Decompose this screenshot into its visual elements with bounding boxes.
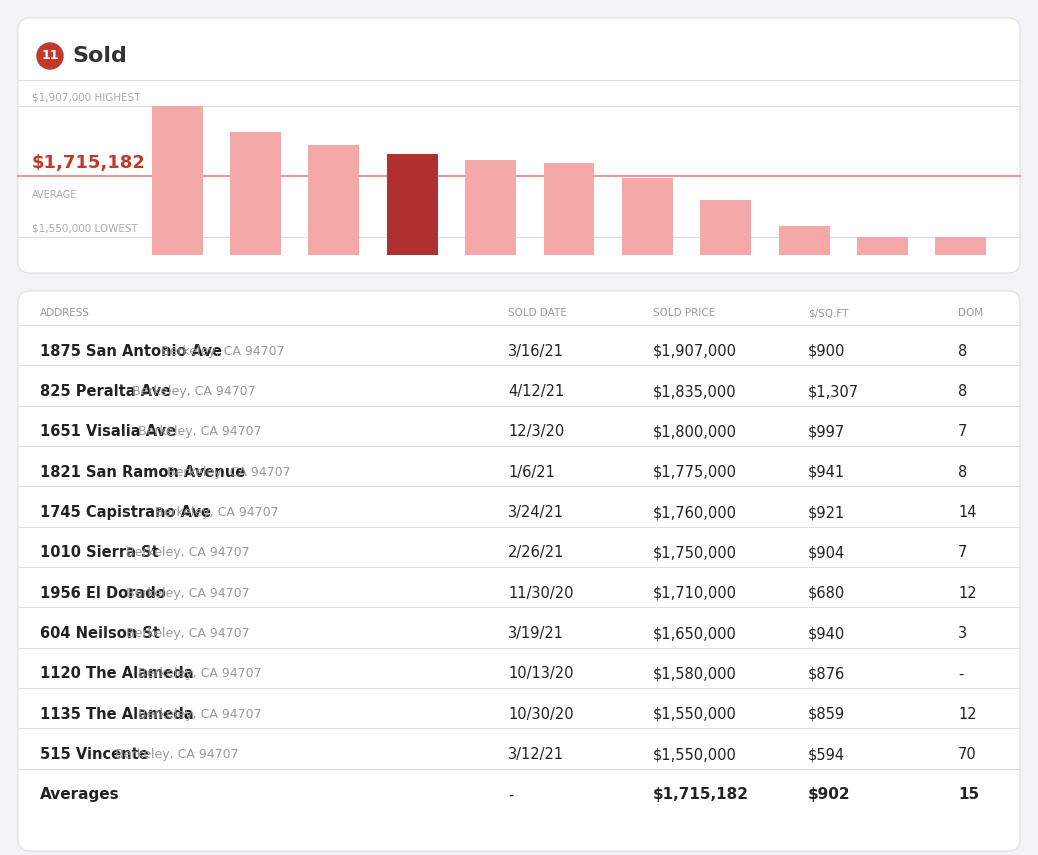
- Text: 1/6/21: 1/6/21: [508, 465, 555, 480]
- FancyBboxPatch shape: [18, 291, 1020, 851]
- Bar: [308, 145, 359, 255]
- Text: $921: $921: [808, 505, 845, 520]
- Text: $1,650,000: $1,650,000: [653, 626, 737, 641]
- Text: $1,580,000: $1,580,000: [653, 666, 737, 681]
- Text: 8: 8: [958, 384, 967, 399]
- Text: 3/24/21: 3/24/21: [508, 505, 564, 520]
- Text: Averages: Averages: [40, 787, 119, 802]
- Text: Berkeley, CA 94707: Berkeley, CA 94707: [161, 345, 284, 357]
- Text: 3/12/21: 3/12/21: [508, 747, 564, 762]
- Text: $902: $902: [808, 787, 850, 802]
- Text: -: -: [958, 666, 963, 681]
- Text: $1,907,000: $1,907,000: [653, 344, 737, 359]
- Bar: [465, 160, 516, 255]
- Text: $1,715,182: $1,715,182: [32, 154, 146, 172]
- Text: 1875 San Antonio Ave: 1875 San Antonio Ave: [40, 344, 227, 359]
- Text: $1,710,000: $1,710,000: [653, 586, 737, 601]
- Text: 1120 The Alameda: 1120 The Alameda: [40, 666, 198, 681]
- Text: 11/30/20: 11/30/20: [508, 586, 574, 601]
- Text: $1,907,000 HIGHEST: $1,907,000 HIGHEST: [32, 92, 140, 103]
- Text: Berkeley, CA 94707: Berkeley, CA 94707: [156, 506, 279, 519]
- Text: 1821 San Ramon Avenue: 1821 San Ramon Avenue: [40, 465, 250, 480]
- Text: $997: $997: [808, 424, 845, 439]
- Text: 8: 8: [958, 465, 967, 480]
- Text: $1,750,000: $1,750,000: [653, 545, 737, 560]
- Text: $904: $904: [808, 545, 845, 560]
- Text: 4/12/21: 4/12/21: [508, 384, 565, 399]
- Text: $1,307: $1,307: [808, 384, 859, 399]
- Text: 14: 14: [958, 505, 977, 520]
- Text: 3: 3: [958, 626, 967, 641]
- Text: SOLD DATE: SOLD DATE: [508, 308, 567, 318]
- Text: Berkeley, CA 94707: Berkeley, CA 94707: [127, 627, 250, 640]
- Bar: [152, 106, 202, 255]
- Text: 515 Vincente: 515 Vincente: [40, 747, 154, 762]
- Text: ADDRESS: ADDRESS: [40, 308, 90, 318]
- Text: Berkeley, CA 94707: Berkeley, CA 94707: [132, 385, 255, 398]
- Text: 1956 El Dorado: 1956 El Dorado: [40, 586, 171, 601]
- Text: 1135 The Alameda: 1135 The Alameda: [40, 707, 198, 722]
- Text: 3/16/21: 3/16/21: [508, 344, 564, 359]
- Text: $941: $941: [808, 465, 845, 480]
- Bar: [544, 163, 595, 255]
- Bar: [778, 226, 829, 255]
- Text: Sold: Sold: [72, 46, 127, 66]
- Text: 70: 70: [958, 747, 977, 762]
- Text: AVERAGE: AVERAGE: [32, 190, 78, 200]
- Bar: [935, 237, 986, 255]
- Text: $1,775,000: $1,775,000: [653, 465, 737, 480]
- Text: $1,760,000: $1,760,000: [653, 505, 737, 520]
- Text: 10/30/20: 10/30/20: [508, 707, 574, 722]
- Text: 1745 Capistrano Ave: 1745 Capistrano Ave: [40, 505, 216, 520]
- Text: $1,800,000: $1,800,000: [653, 424, 737, 439]
- Text: $1,550,000: $1,550,000: [653, 747, 737, 762]
- Text: $900: $900: [808, 344, 845, 359]
- Text: 604 Neilson St: 604 Neilson St: [40, 626, 165, 641]
- Text: $1,835,000: $1,835,000: [653, 384, 737, 399]
- Text: 8: 8: [958, 344, 967, 359]
- Text: SOLD PRICE: SOLD PRICE: [653, 308, 715, 318]
- Text: 11: 11: [42, 50, 59, 62]
- Text: 10/13/20: 10/13/20: [508, 666, 574, 681]
- Text: 12/3/20: 12/3/20: [508, 424, 565, 439]
- Text: 1651 Visalia Ave: 1651 Visalia Ave: [40, 424, 182, 439]
- Text: 2/26/21: 2/26/21: [508, 545, 565, 560]
- FancyBboxPatch shape: [18, 18, 1020, 273]
- Bar: [701, 200, 752, 255]
- Text: 3/19/21: 3/19/21: [508, 626, 564, 641]
- Text: Berkeley, CA 94707: Berkeley, CA 94707: [114, 748, 239, 761]
- Text: $940: $940: [808, 626, 845, 641]
- Text: $1,715,182: $1,715,182: [653, 787, 749, 802]
- Text: Berkeley, CA 94707: Berkeley, CA 94707: [138, 708, 262, 721]
- Text: Berkeley, CA 94707: Berkeley, CA 94707: [167, 466, 291, 479]
- Text: Berkeley, CA 94707: Berkeley, CA 94707: [127, 546, 250, 559]
- Text: Berkeley, CA 94707: Berkeley, CA 94707: [138, 668, 262, 681]
- Text: 15: 15: [958, 787, 979, 802]
- Text: $/SQ.FT: $/SQ.FT: [808, 308, 848, 318]
- Text: Berkeley, CA 94707: Berkeley, CA 94707: [138, 426, 262, 439]
- Text: $1,550,000 LOWEST: $1,550,000 LOWEST: [32, 224, 138, 233]
- Text: 7: 7: [958, 424, 967, 439]
- Bar: [622, 178, 673, 255]
- Circle shape: [37, 43, 63, 69]
- Text: 7: 7: [958, 545, 967, 560]
- Text: $876: $876: [808, 666, 845, 681]
- Text: $859: $859: [808, 707, 845, 722]
- Text: $594: $594: [808, 747, 845, 762]
- Text: DOM: DOM: [958, 308, 983, 318]
- Text: Berkeley, CA 94707: Berkeley, CA 94707: [127, 587, 250, 599]
- Text: $680: $680: [808, 586, 845, 601]
- Text: $1,550,000: $1,550,000: [653, 707, 737, 722]
- Text: 1010 Sierra St: 1010 Sierra St: [40, 545, 164, 560]
- Text: 12: 12: [958, 586, 977, 601]
- Bar: [230, 133, 281, 255]
- Bar: [857, 237, 908, 255]
- Text: -: -: [508, 787, 514, 802]
- Text: 12: 12: [958, 707, 977, 722]
- Text: 825 Peralta Ave: 825 Peralta Ave: [40, 384, 176, 399]
- Bar: [387, 154, 438, 255]
